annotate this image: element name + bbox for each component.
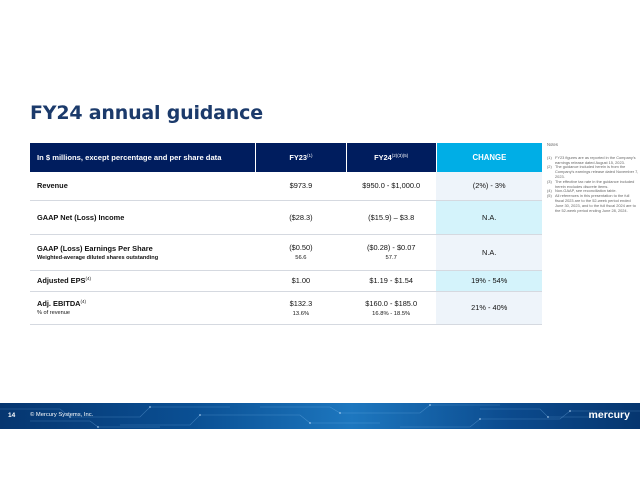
header-change: CHANGE (436, 143, 542, 172)
table-row-adj-ebitda: Adj. EBITDA(4) % of revenue $132.3 13.6%… (30, 291, 542, 325)
row-fy23-sub: 13.6% (292, 310, 310, 317)
row-fy24-cell: $160.0 - $185.0 16.8% - 18.5% (346, 291, 437, 325)
row-label: Adj. EBITDA (37, 299, 81, 308)
row-label-cell: GAAP (Loss) Earnings Per Share Weighted-… (30, 234, 256, 271)
row-change: N.A. (436, 200, 542, 235)
row-sublabel: % of revenue (37, 310, 70, 316)
table-row-gaap-net-income: GAAP Net (Loss) Income ($28.3) ($15.9) –… (30, 200, 542, 235)
row-fy23-cell: ($0.50) 56.6 (255, 234, 347, 271)
row-change: (2%) - 3% (436, 172, 542, 201)
footer-bar: 14 © Mercury Systems, Inc. mercury (0, 403, 640, 429)
mercury-logo: mercury (588, 409, 630, 421)
notes-panel: Notes (1) FY23 figures are as reported in… (547, 142, 639, 213)
slide-title: FY24 annual guidance (30, 102, 263, 124)
row-label: Revenue (30, 172, 256, 201)
row-fy23: ($0.50) (289, 243, 313, 252)
header-fy24: FY24(2)(3)(5) (346, 143, 437, 172)
header-label: In $ millions, except percentage and per… (30, 143, 257, 172)
note-number: (5) (547, 193, 552, 199)
note-number: (4) (547, 188, 552, 194)
header-fy23: FY23(1) (255, 143, 347, 172)
row-fy23: $973.9 (255, 172, 347, 201)
row-fy24: $950.0 - $1,000.0 (346, 172, 437, 201)
row-label: GAAP (Loss) Earnings Per Share (37, 243, 153, 253)
table-row-revenue: Revenue $973.9 $950.0 - $1,000.0 (2%) - … (30, 172, 542, 201)
row-label-cell: Adjusted EPS(4) (30, 270, 256, 292)
row-fy24-cell: ($0.28) - $0.07 57.7 (346, 234, 437, 271)
notes-heading: Notes (547, 142, 558, 147)
row-label-cell: Adj. EBITDA(4) % of revenue (30, 291, 256, 325)
header-fy24-footnote: (2)(3)(5) (391, 153, 409, 158)
row-fy24-sub: 57.7 (385, 255, 397, 261)
note-item: (5) All references in this presentation t… (547, 193, 639, 213)
note-number: (1) (547, 154, 552, 160)
note-text: Non-GAAP, see reconciliation table. (555, 188, 617, 194)
row-change: 19% - 54% (436, 270, 542, 292)
row-label-footnote: (4) (85, 276, 91, 281)
table-row-adjusted-eps: Adjusted EPS(4) $1.00 $1.19 - $1.54 19% … (30, 270, 542, 292)
page-number: 14 (8, 412, 16, 419)
note-number: (2) (547, 164, 552, 170)
row-fy23-cell: $132.3 13.6% (255, 291, 347, 325)
note-text: The effective tax rate in the guidance i… (555, 178, 635, 189)
row-label: Adjusted EPS (37, 276, 86, 285)
header-fy23-text: FY23 (289, 153, 307, 162)
note-text: FY23 figures are as reported in the Comp… (555, 154, 636, 165)
row-fy23: $1.00 (255, 270, 347, 292)
row-label: GAAP Net (Loss) Income (30, 200, 256, 235)
row-label-footnote: (4) (80, 299, 87, 304)
table-row-gaap-eps: GAAP (Loss) Earnings Per Share Weighted-… (30, 234, 542, 271)
row-fy24-sub: 16.8% - 18.5% (372, 310, 411, 317)
header-fy24-text: FY24 (374, 153, 392, 162)
row-fy23: $132.3 (289, 298, 313, 308)
table-header-row: In $ millions, except percentage and per… (30, 143, 542, 172)
header-fy23-footnote: (1) (306, 153, 313, 158)
note-text: All references in this presentation to t… (555, 193, 636, 213)
row-fy24: $160.0 - $185.0 (365, 298, 418, 308)
row-fy24: ($15.9) – $3.8 (346, 200, 437, 235)
circuit-pattern-decoration (0, 404, 640, 428)
note-text: The guidance included herein is from the… (555, 164, 639, 179)
row-change: 21% - 40% (436, 291, 542, 325)
row-fy23-sub: 56.6 (295, 255, 307, 261)
row-fy24: $1.19 - $1.54 (346, 270, 437, 292)
row-fy23: ($28.3) (255, 200, 347, 235)
copyright-text: © Mercury Systems, Inc. (30, 412, 94, 418)
note-item: (4) Non-GAAP, see reconciliation table. (547, 189, 639, 194)
note-item: (2) The guidance included herein is from … (547, 164, 639, 179)
row-change: N.A. (436, 234, 542, 271)
row-sublabel: Weighted-average diluted shares outstand… (37, 254, 159, 261)
note-item: (1) FY23 figures are as reported in the C… (547, 154, 639, 166)
note-item: (3) The effective tax rate in the guidanc… (547, 178, 639, 190)
guidance-table: In $ millions, except percentage and per… (30, 143, 542, 325)
row-fy24: ($0.28) - $0.07 (366, 243, 416, 252)
note-number: (3) (547, 178, 552, 184)
